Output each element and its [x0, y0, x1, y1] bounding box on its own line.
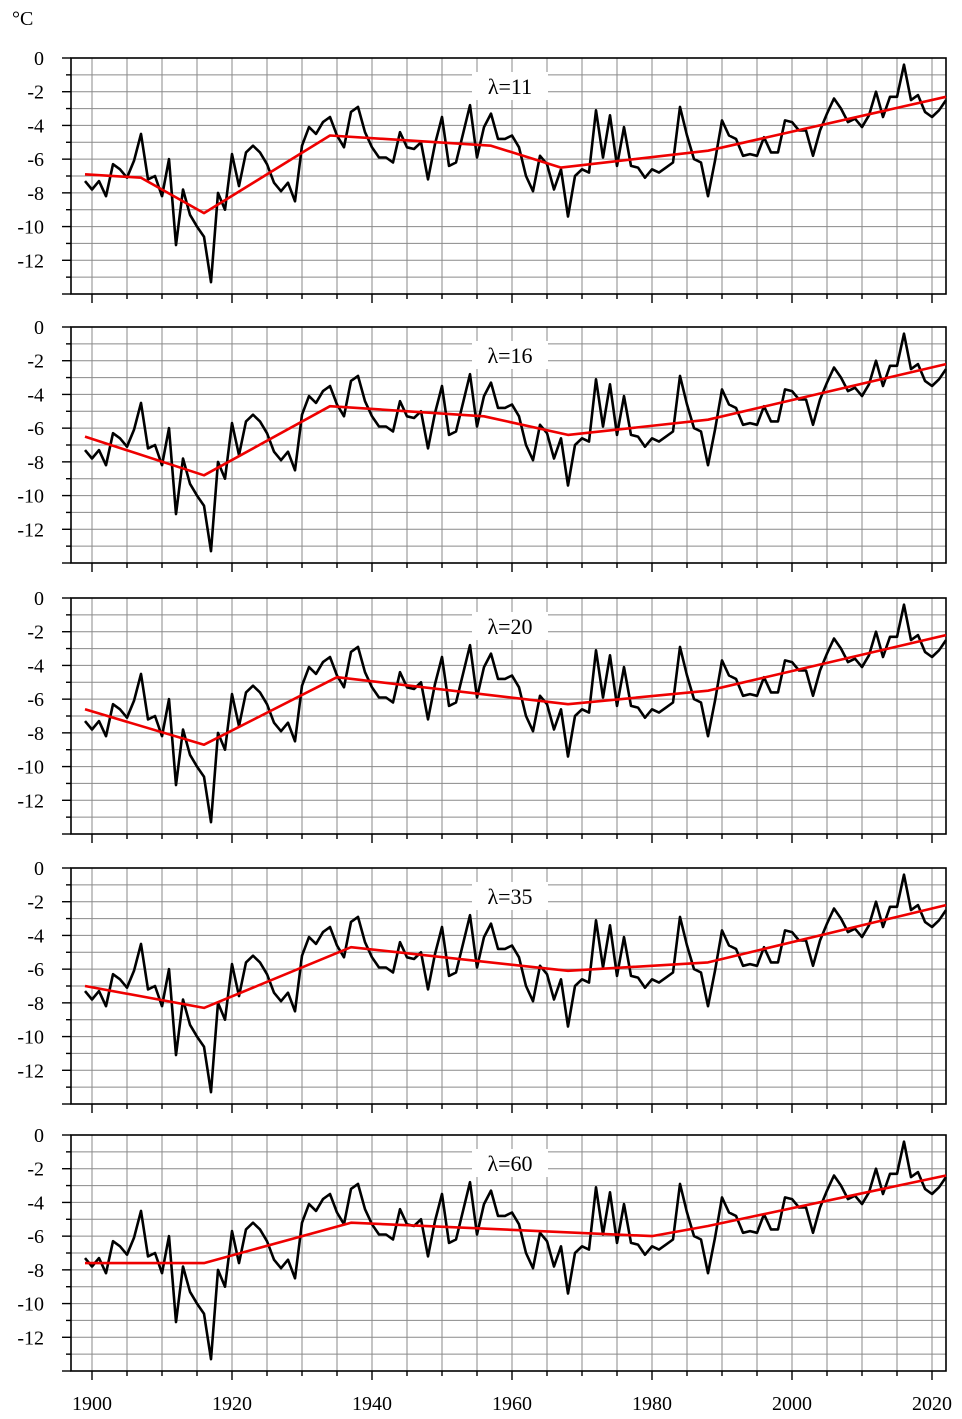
x-tick-label: 2020: [912, 1393, 952, 1415]
y-tick-label: -2: [27, 1159, 44, 1181]
lambda-label-box: [472, 612, 548, 640]
panel-5: 0 -2 -4 -6 -8 -10 -12 λ=60: [17, 1125, 948, 1380]
y-tick-label: -4: [27, 1192, 44, 1214]
y-tick-label: -12: [17, 1060, 44, 1082]
y-tick-label: -4: [27, 384, 44, 406]
y-tick-label: -10: [17, 217, 44, 239]
y-tick-label: 0: [34, 858, 44, 880]
y-tick-label: -8: [27, 993, 44, 1015]
y-tick-label: -4: [27, 115, 44, 137]
y-tick-label: -12: [17, 790, 44, 812]
trend-line: [84, 95, 947, 215]
y-tick-label: -10: [17, 486, 44, 508]
trend-line: [84, 633, 947, 746]
y-tick-label: -12: [17, 519, 44, 541]
x-tick-label: 1980: [632, 1393, 672, 1415]
lambda-label: λ=16: [487, 343, 532, 368]
x-tick-label: 2000: [772, 1393, 812, 1415]
y-tick-label: -8: [27, 1260, 44, 1282]
trend-line: [84, 903, 947, 1010]
y-tick-label: 0: [34, 588, 44, 610]
x-tick-label: 1920: [212, 1393, 252, 1415]
x-tick-label: 1900: [72, 1393, 112, 1415]
panel-1: 0 -2 -4 -6 -8 -10 -12 λ=11: [17, 48, 948, 303]
y-tick-label: -6: [27, 959, 44, 981]
lambda-label: λ=60: [487, 1151, 532, 1176]
y-tick-label: 0: [34, 48, 44, 70]
observed-line: [84, 1140, 948, 1361]
panels: 0 -2 -4 -6 -8 -10 -12 λ=11 0 -2 -4 -6 -8 -10 -12 λ=16 0 -…: [17, 48, 948, 1380]
y-tick-label: -8: [27, 723, 44, 745]
y-tick-label: 0: [34, 317, 44, 339]
y-tick-label: -10: [17, 1294, 44, 1316]
y-tick-label: -2: [27, 82, 44, 104]
y-tick-label: -6: [27, 149, 44, 171]
y-tick-label: -2: [27, 351, 44, 373]
y-tick-label: -4: [27, 655, 44, 677]
lambda-label: λ=11: [488, 74, 532, 99]
panel-3: 0 -2 -4 -6 -8 -10 -12 λ=20: [17, 588, 948, 843]
y-tick-label: -6: [27, 418, 44, 440]
x-axis: 1900 1920 1940 1960 1980 2000 2020: [72, 1393, 952, 1415]
trend-line: [84, 362, 947, 477]
lambda-label-box: [472, 72, 548, 100]
lambda-label-box: [472, 882, 548, 910]
panel-2: 0 -2 -4 -6 -8 -10 -12 λ=16: [17, 317, 948, 572]
lambda-label-box: [472, 341, 548, 369]
y-tick-label: 0: [34, 1125, 44, 1147]
y-tick-label: -2: [27, 622, 44, 644]
y-tick-label: -8: [27, 452, 44, 474]
y-tick-label: -12: [17, 1327, 44, 1349]
y-tick-label: -10: [17, 757, 44, 779]
y-tick-label: -4: [27, 925, 44, 947]
y-tick-label: -6: [27, 1226, 44, 1248]
panel-4: 0 -2 -4 -6 -8 -10 -12 λ=35: [17, 858, 948, 1113]
y-tick-label: -8: [27, 183, 44, 205]
trend-line: [85, 1174, 947, 1265]
y-tick-label: -6: [27, 689, 44, 711]
lambda-label-box: [472, 1149, 548, 1177]
unit-label: °C: [12, 8, 33, 30]
y-tick-label: -2: [27, 892, 44, 914]
observed-line: [84, 332, 948, 553]
observed-line: [84, 603, 948, 824]
lambda-label: λ=20: [487, 614, 532, 639]
x-tick-label: 1940: [352, 1393, 392, 1415]
x-tick-label: 1960: [492, 1393, 532, 1415]
lambda-label: λ=35: [487, 884, 532, 909]
y-tick-label: -10: [17, 1027, 44, 1049]
y-tick-label: -12: [17, 250, 44, 272]
